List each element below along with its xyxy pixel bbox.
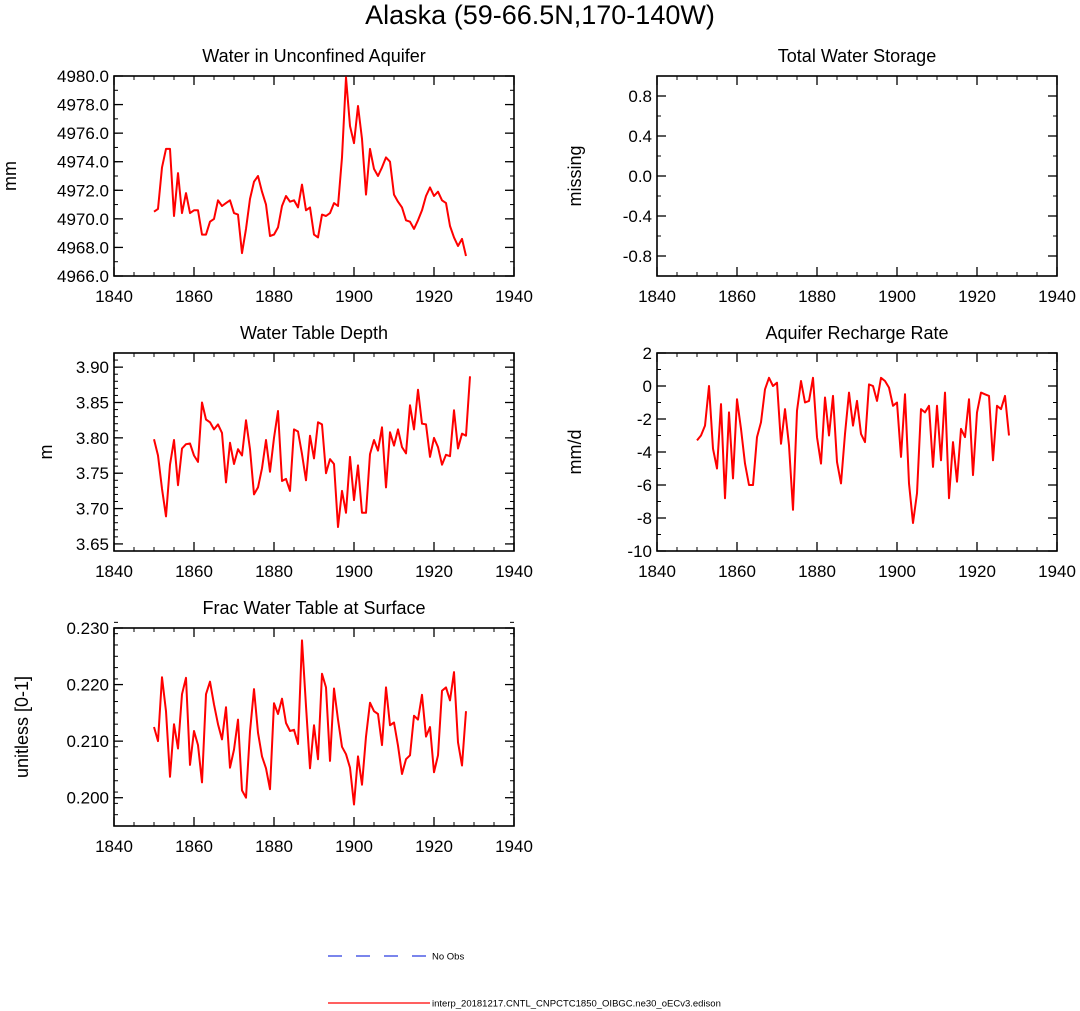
plot-p4: Aquifer Recharge Rate 1840 1860 1880 1900 192… xyxy=(565,323,1076,581)
series-line xyxy=(153,376,471,528)
x-tick-label: 1880 xyxy=(255,837,293,856)
plot-title: Aquifer Recharge Rate xyxy=(765,323,948,343)
x-tick-label: 1940 xyxy=(1038,287,1076,306)
x-tick-label: 1900 xyxy=(878,287,916,306)
y-tick-label: 0.4 xyxy=(628,127,652,146)
y-tick-label: -0.8 xyxy=(623,247,652,266)
y-tick-label: 0.220 xyxy=(66,676,109,695)
x-tick-label: 1880 xyxy=(255,562,293,581)
series-line xyxy=(153,639,467,806)
x-tick-label: 1840 xyxy=(638,562,676,581)
x-tick-label: 1940 xyxy=(495,562,533,581)
y-tick-label: 3.65 xyxy=(76,535,109,554)
plot-title: Total Water Storage xyxy=(778,46,936,66)
y-tick-label: 0.210 xyxy=(66,732,109,751)
legend-label-model: interp_20181217.CNTL_CNPCTC1850_OIBGC.ne… xyxy=(432,999,721,1010)
x-tick-label: 1900 xyxy=(878,562,916,581)
x-tick-label: 1940 xyxy=(495,837,533,856)
x-tick-label: 1880 xyxy=(255,287,293,306)
x-tick-label: 1880 xyxy=(798,562,836,581)
y-tick-label: 3.75 xyxy=(76,464,109,483)
y-axis-label: mm/d xyxy=(565,430,585,475)
plot-title: Water Table Depth xyxy=(240,323,388,343)
y-tick-label: -4 xyxy=(637,443,652,462)
y-tick-label: 4966.0 xyxy=(57,267,109,286)
legend: No Obs interp_20181217.CNTL_CNPCTC1850_O… xyxy=(328,952,721,1010)
x-tick-label: 1840 xyxy=(95,287,133,306)
x-tick-label: 1860 xyxy=(175,287,213,306)
y-tick-label: 4970.0 xyxy=(57,210,109,229)
y-tick-label: 4972.0 xyxy=(57,181,109,200)
plot-p5: Frac Water Table at Surface 1840 1860 1880 1… xyxy=(12,598,533,856)
y-tick-label: 4978.0 xyxy=(57,96,109,115)
y-tick-label: -10 xyxy=(627,542,652,561)
y-tick-label: -0.4 xyxy=(623,207,652,226)
x-tick-label: 1900 xyxy=(335,562,373,581)
x-tick-label: 1940 xyxy=(495,287,533,306)
x-tick-label: 1920 xyxy=(958,562,996,581)
x-tick-label: 1920 xyxy=(958,287,996,306)
y-tick-label: 4968.0 xyxy=(57,238,109,257)
x-tick-label: 1860 xyxy=(718,562,756,581)
plot-p3: Water Table Depth 1840 1860 1880 1900 1920 194… xyxy=(36,323,533,581)
y-tick-label: 0 xyxy=(643,377,652,396)
plots-container: Water in Unconfined Aquifer 1840 1860 1880 1… xyxy=(0,46,1076,856)
x-tick-label: 1840 xyxy=(95,837,133,856)
y-tick-label: 3.85 xyxy=(76,394,109,413)
y-tick-label: -2 xyxy=(637,410,652,429)
y-tick-label: 3.70 xyxy=(76,500,109,519)
x-tick-label: 1920 xyxy=(415,287,453,306)
x-tick-label: 1840 xyxy=(638,287,676,306)
x-tick-label: 1880 xyxy=(798,287,836,306)
y-tick-label: 4980.0 xyxy=(57,67,109,86)
series-line xyxy=(696,376,1010,524)
x-tick-label: 1920 xyxy=(415,837,453,856)
x-tick-label: 1940 xyxy=(1038,562,1076,581)
y-tick-label: 3.80 xyxy=(76,429,109,448)
y-tick-label: 3.90 xyxy=(76,358,109,377)
y-tick-label: 4976.0 xyxy=(57,124,109,143)
x-tick-label: 1900 xyxy=(335,287,373,306)
y-axis-label: unitless [0-1] xyxy=(12,676,32,778)
x-tick-label: 1860 xyxy=(175,837,213,856)
y-tick-label: -8 xyxy=(637,509,652,528)
figure-title: Alaska (59-66.5N,170-140W) xyxy=(365,0,715,30)
x-tick-label: 1860 xyxy=(175,562,213,581)
y-tick-label: 0.230 xyxy=(66,619,109,638)
plot-p1: Water in Unconfined Aquifer 1840 1860 1880 1… xyxy=(0,46,533,306)
legend-label-no-obs: No Obs xyxy=(432,952,464,963)
y-tick-label: 2 xyxy=(643,344,652,363)
x-tick-label: 1920 xyxy=(415,562,453,581)
x-tick-label: 1840 xyxy=(95,562,133,581)
plot-title: Frac Water Table at Surface xyxy=(202,598,425,618)
plot-p2: Total Water Storage 1840 1860 1880 1900 1920 1… xyxy=(565,46,1076,306)
x-tick-label: 1860 xyxy=(718,287,756,306)
y-tick-label: 0.200 xyxy=(66,789,109,808)
series-line xyxy=(153,76,467,257)
y-tick-label: 0.8 xyxy=(628,87,652,106)
y-axis-label: mm xyxy=(0,161,20,191)
x-tick-label: 1900 xyxy=(335,837,373,856)
y-axis-label: m xyxy=(36,445,56,460)
plot-title: Water in Unconfined Aquifer xyxy=(202,46,425,66)
y-tick-label: 0.0 xyxy=(628,167,652,186)
y-axis-label: missing xyxy=(565,145,585,206)
y-tick-label: 4974.0 xyxy=(57,153,109,172)
y-tick-label: -6 xyxy=(637,476,652,495)
